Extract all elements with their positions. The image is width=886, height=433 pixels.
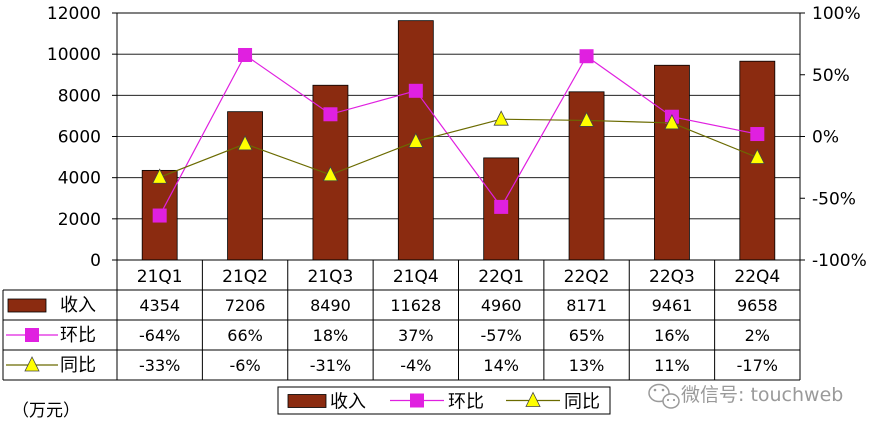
table-key-marker (25, 328, 39, 342)
table-cell: -64% (139, 326, 180, 345)
table-cell: 9658 (737, 296, 778, 315)
y2-tick-label: 100% (812, 4, 861, 24)
marker-square (408, 83, 423, 98)
marker-triangle (749, 148, 765, 164)
table-cell: 16% (654, 326, 690, 345)
marker-triangle (493, 110, 509, 126)
category-label: 22Q1 (478, 267, 524, 287)
legend-label: 收入 (330, 392, 366, 413)
table-cell: -33% (139, 356, 180, 375)
marker-square (152, 208, 167, 223)
table-key-bar (7, 298, 47, 313)
y-tick-label: 0 (90, 251, 101, 271)
table-cell: 65% (569, 326, 605, 345)
table-cell: 66% (227, 326, 263, 345)
table-cell: -57% (481, 326, 522, 345)
y-tick-label: 2000 (58, 210, 101, 230)
marker-square (494, 199, 509, 214)
category-label: 21Q1 (137, 267, 183, 287)
watermark: 微信号: touchweb (648, 383, 843, 409)
legend-label: 环比 (448, 392, 484, 413)
table-row-label: 收入 (60, 295, 96, 316)
watermark-text: 微信号: touchweb (681, 384, 843, 406)
marker-square (323, 107, 338, 122)
line-series (152, 47, 765, 223)
table-cell: 7206 (225, 296, 266, 315)
y-tick-label: 8000 (58, 86, 101, 106)
unit-note: （万元） (12, 401, 80, 421)
gridlines (117, 12, 800, 261)
table-cell: 8490 (310, 296, 351, 315)
bar (654, 64, 690, 261)
y2-tick-label: -100% (812, 251, 867, 271)
series-line (159, 118, 758, 178)
table-cell: 2% (745, 326, 770, 345)
table-cell: 9461 (652, 296, 693, 315)
bar (227, 111, 263, 261)
marker-triangle (408, 132, 424, 148)
y-tick-label: 12000 (47, 4, 101, 24)
marker-triangle (152, 168, 168, 184)
bar-series (141, 20, 776, 261)
table-row-label: 同比 (60, 355, 96, 376)
table-key-marker (24, 356, 40, 372)
table-cell: 18% (313, 326, 349, 345)
table-cell: 4960 (481, 296, 522, 315)
table-row-label: 环比 (60, 325, 96, 346)
marker-triangle (578, 111, 595, 127)
table-cell: 4354 (139, 296, 180, 315)
y2-tick-label: 0% (812, 128, 839, 148)
table-cell: -31% (310, 356, 351, 375)
legend-swatch-bar (287, 394, 327, 408)
category-label: 21Q4 (393, 267, 439, 287)
y-tick-label: 6000 (58, 128, 101, 148)
y2-tick-label: 50% (812, 66, 850, 86)
y-tick-label: 4000 (58, 169, 101, 189)
category-label: 22Q2 (564, 267, 610, 287)
category-label: 21Q2 (222, 267, 268, 287)
table-cell: 13% (569, 356, 605, 375)
marker-square (750, 127, 765, 142)
y-tick-label: 10000 (47, 45, 101, 65)
table-cell: 11628 (390, 296, 441, 315)
table-cell: 11% (654, 356, 690, 375)
table-cell: 8171 (566, 296, 607, 315)
table-cell: 37% (398, 326, 434, 345)
legend: 收入 环比 同比 (277, 386, 611, 415)
table-cell: -4% (400, 356, 431, 375)
legend-swatch-marker (410, 393, 424, 408)
marker-triangle (664, 114, 680, 130)
table-cell: 14% (483, 356, 519, 375)
marker-triangle (237, 135, 253, 151)
table-cell: -17% (737, 356, 778, 375)
y2-tick-label: -50% (812, 189, 856, 209)
marker-square (238, 47, 253, 62)
series-line (159, 54, 758, 216)
table-cell: -6% (229, 356, 260, 375)
category-label: 22Q3 (649, 267, 695, 287)
marker-square (579, 49, 594, 64)
data-table: 21Q1 21Q2 21Q3 21Q4 22Q1 22Q2 22Q3 22Q4 收入 4354 72… (2, 259, 801, 381)
marker-triangle (322, 165, 339, 182)
category-label: 21Q3 (308, 267, 354, 287)
legend-swatch-marker (525, 391, 541, 407)
category-label: 22Q4 (734, 267, 780, 287)
wechat-icon (648, 383, 680, 409)
legend-label: 同比 (564, 392, 600, 413)
